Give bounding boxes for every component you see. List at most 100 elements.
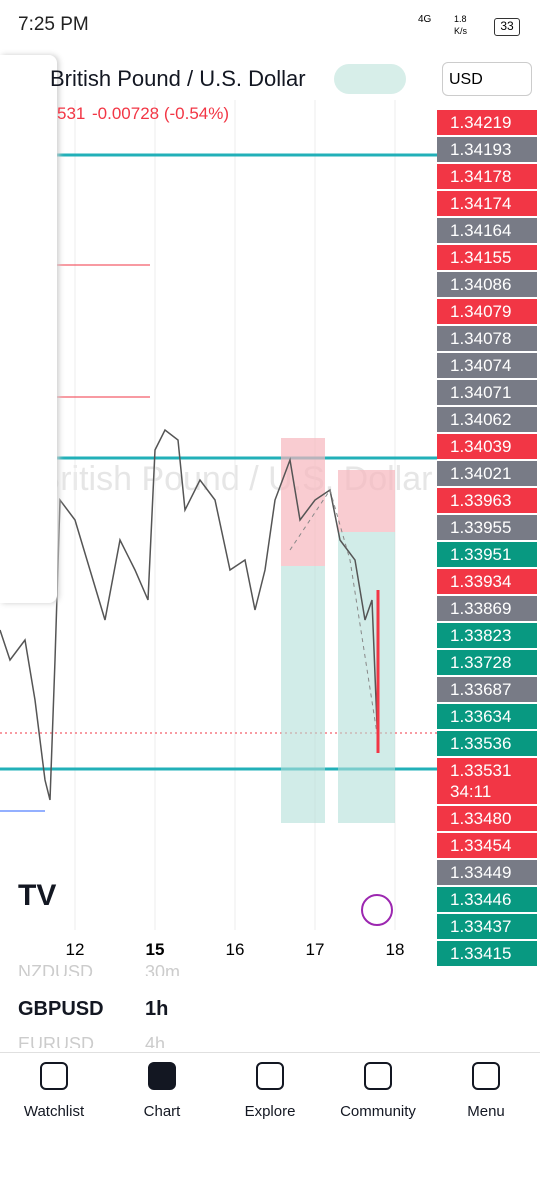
price-label: 1.33634 (437, 704, 537, 729)
price-label: 1.34021 (437, 461, 537, 486)
symbol[interactable]: GBPUSD (18, 998, 104, 1020)
price-label: 1.34219 (437, 110, 537, 135)
price-label: 1.33531 34:11 (437, 758, 537, 804)
price-text: 1.34219 (450, 113, 512, 132)
price-label: 1.33454 (437, 833, 537, 858)
price-text: 1.34193 (450, 140, 512, 159)
price-label: 1.34174 (437, 191, 537, 216)
nav-label[interactable]: Watchlist (23, 1103, 85, 1120)
price-label: 1.33823 (437, 623, 537, 648)
x-label: 12 (65, 940, 85, 959)
price-text: 1.33415 (450, 944, 512, 963)
x-label: 18 (385, 940, 405, 959)
risk-zone (281, 438, 325, 566)
price-text: 1.34062 (450, 410, 512, 429)
battery: 33 (494, 18, 520, 36)
network: 4G (418, 14, 432, 25)
price-label: 1.34155 (437, 245, 537, 270)
chart-area: British Pound / U.S. Dollar TV (0, 100, 437, 930)
price-label: 1.33536 (437, 731, 537, 756)
price-label: 1.34074 (437, 353, 537, 378)
currency[interactable]: USD (442, 62, 532, 96)
speed-unit: K/s (454, 26, 468, 36)
nav-label[interactable]: Explore (244, 1103, 296, 1120)
interval[interactable]: 1h (145, 998, 169, 1020)
nav-label[interactable]: Community (340, 1103, 416, 1120)
risk-zone (338, 470, 395, 532)
price-label: 1.33437 (437, 914, 537, 939)
symbol[interactable]: NZDUSD (18, 962, 93, 976)
x-label: 15 (145, 940, 165, 959)
price-label: 1.34071 (437, 380, 537, 405)
speed: 1.8 (454, 14, 467, 24)
price-path (0, 428, 379, 801)
price-text: 1.33454 (450, 836, 512, 855)
price-text: 1.34074 (450, 356, 512, 375)
price-text: 1.33480 (450, 809, 512, 828)
price-text: 1.34078 (450, 329, 512, 348)
price-label: 1.34078 (437, 326, 537, 351)
market-status[interactable] (334, 64, 406, 94)
nav-icon[interactable] (40, 1062, 68, 1090)
drawing-toolbar[interactable] (0, 55, 57, 603)
price-text: 1.34086 (450, 275, 512, 294)
price-text: 1.33531 (450, 761, 512, 780)
price-label: 1.34178 (437, 164, 537, 189)
price-text: 1.33536 (450, 734, 512, 753)
nav-label[interactable]: Chart (143, 1103, 181, 1120)
price-label: 1.33934 (437, 569, 537, 594)
symbol[interactable]: EURUSD (18, 1034, 95, 1048)
price-text: 1.34155 (450, 248, 512, 267)
reward-zone (281, 566, 325, 823)
price-label: 1.33480 (437, 806, 537, 831)
x-label: 16 (225, 940, 245, 959)
symbol-title: British Pound / U.S. Dollar (50, 66, 306, 91)
price-text: 1.34071 (450, 383, 512, 402)
nav-icon[interactable] (364, 1062, 392, 1090)
nav-icon[interactable] (148, 1062, 176, 1090)
nav-icon[interactable] (472, 1062, 500, 1090)
price-text: 1.33963 (450, 491, 512, 510)
price-text: 1.33446 (450, 890, 512, 909)
price-label: 1.33955 (437, 515, 537, 540)
price-text: 1.34178 (450, 167, 512, 186)
price-label: 1.33415 (437, 941, 537, 966)
x-label: 17 (305, 940, 325, 959)
price-label: 1.33951 (437, 542, 537, 567)
price-label: 1.34086 (437, 272, 537, 297)
price-text: 1.34164 (450, 221, 512, 240)
price-text: 1.33449 (450, 863, 512, 882)
logo: TV (18, 879, 56, 912)
price-label: 1.34193 (437, 137, 537, 162)
price-label: 1.33728 (437, 650, 537, 675)
reward-zone (338, 532, 395, 823)
price-text: 1.33728 (450, 653, 512, 672)
price-label: 1.33963 (437, 488, 537, 513)
price-text: 1.33869 (450, 599, 512, 618)
price: 531 (57, 104, 86, 123)
change: -0.00728 (-0.54%) (92, 104, 230, 123)
price-label: 1.34039 (437, 434, 537, 459)
price-label: 1.33446 (437, 887, 537, 912)
countdown: 34:11 (450, 782, 492, 801)
price-text: 1.33955 (450, 518, 512, 537)
price-label: 1.34062 (437, 407, 537, 432)
nav-label[interactable]: Menu (467, 1103, 505, 1120)
price-text: 1.34039 (450, 437, 512, 456)
price-text: 1.34021 (450, 464, 512, 483)
price-text: 1.33687 (450, 680, 512, 699)
price-label: 1.33687 (437, 677, 537, 702)
price-text: 1.33951 (450, 545, 512, 564)
price-label: 1.33449 (437, 860, 537, 885)
projection (289, 488, 379, 741)
status-time: 7:25 PM (18, 14, 89, 35)
price-text: 1.33934 (450, 572, 512, 591)
interval[interactable]: 30m (145, 962, 181, 976)
lightning[interactable] (361, 894, 393, 926)
price-label: 1.33869 (437, 596, 537, 621)
price-text: 1.33437 (450, 917, 512, 936)
interval[interactable]: 4h (145, 1034, 166, 1048)
nav-icon[interactable] (256, 1062, 284, 1090)
price-text: 1.33634 (450, 707, 512, 726)
